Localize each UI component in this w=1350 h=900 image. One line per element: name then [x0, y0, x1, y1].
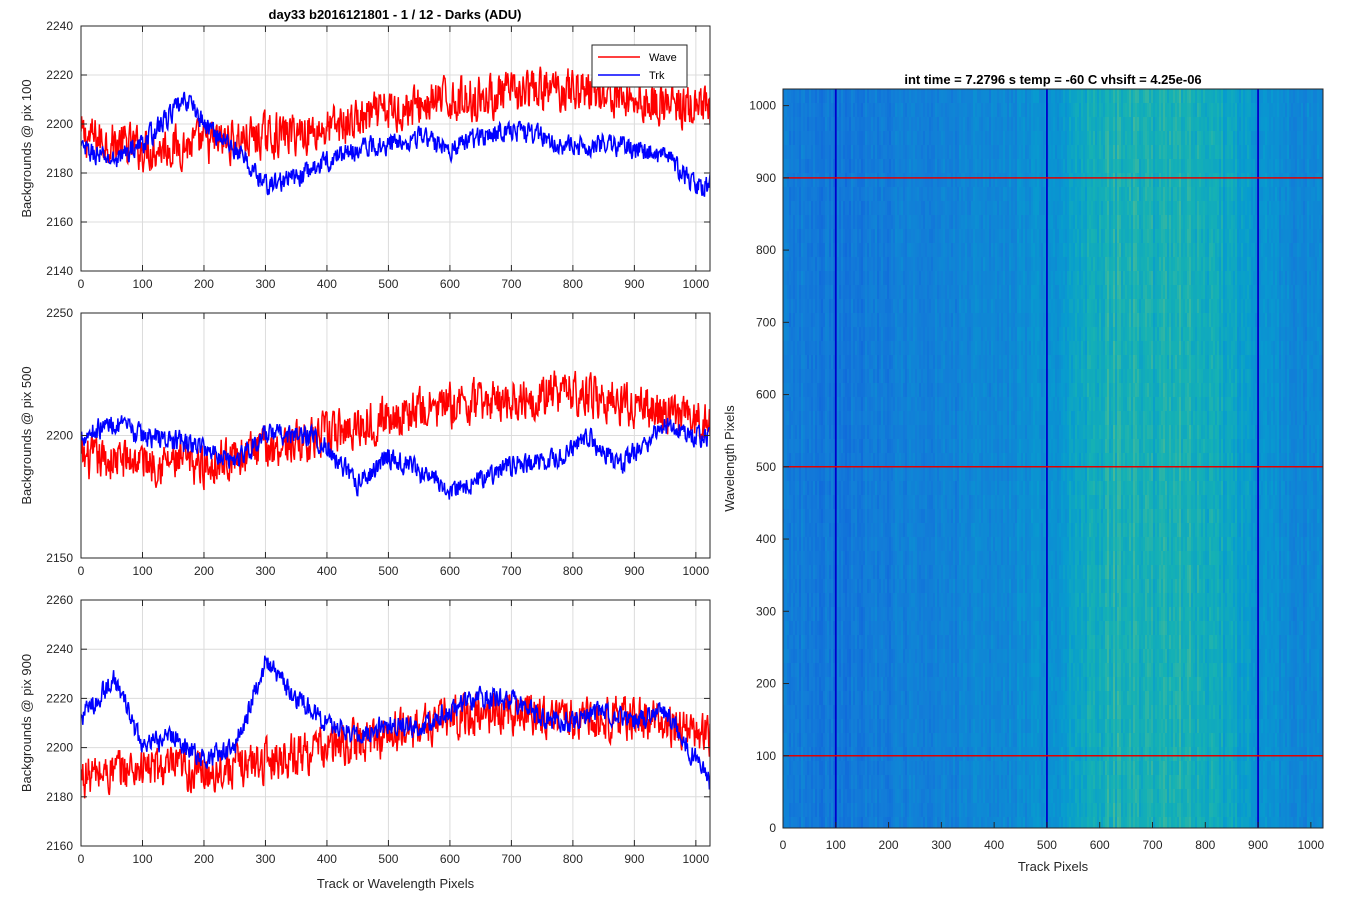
- line-plot-pix-500: 0 100 200 300 400 500 600 700 800 900 1000 2150 2200…: [19, 306, 711, 578]
- x-tick-label: 300: [255, 564, 275, 578]
- axes-frame: [80, 599, 711, 847]
- x-tick-label: 300: [255, 277, 275, 291]
- y-axis-label: Backgrounds @ pix 100: [19, 79, 34, 217]
- heatmap-plot: 0 100 200 300 400 500 600 700 800 900 1000 0 100 200 3…: [722, 72, 1325, 874]
- x-tick-label: 300: [255, 852, 275, 866]
- x-tick-label: 100: [132, 277, 152, 291]
- y-tick-label: 200: [756, 677, 776, 691]
- axes-frame: [80, 25, 711, 272]
- series-line-trk: [81, 415, 710, 500]
- x-tick-label: 500: [1037, 838, 1057, 852]
- y-axis-label: Backgrounds @ pix 500: [19, 366, 34, 504]
- y-tick-label: 1000: [749, 99, 776, 113]
- x-tick-label: 1000: [1298, 838, 1325, 852]
- y-tick-label: 2220: [46, 68, 73, 82]
- x-tick-label: 700: [1142, 838, 1162, 852]
- x-tick-label: 700: [501, 564, 521, 578]
- y-axis-label: Backgrounds @ pix 900: [19, 654, 34, 792]
- y-tick-label: 2250: [46, 306, 73, 320]
- x-tick-label: 900: [624, 852, 644, 866]
- x-tick-label: 400: [317, 277, 337, 291]
- x-tick-label: 0: [78, 852, 85, 866]
- x-tick-label: 600: [1090, 838, 1110, 852]
- x-tick-label: 800: [1195, 838, 1215, 852]
- y-tick-label: 700: [756, 315, 776, 329]
- heatmap-title: int time = 7.2796 s temp = -60 C vhsift …: [904, 72, 1201, 87]
- y-tick-label: 900: [756, 171, 776, 185]
- x-tick-label: 500: [378, 564, 398, 578]
- y-tick-label: 2160: [46, 215, 73, 229]
- axes-frame: [782, 88, 1324, 829]
- line-plot-pix-900: 0 100 200 300 400 500 600 700 800 900 1000 2160 2180…: [19, 593, 711, 891]
- x-tick-label: 200: [194, 852, 214, 866]
- y-tick-label: 2200: [46, 117, 73, 131]
- x-tick-label: 400: [317, 852, 337, 866]
- y-tick-label: 2180: [46, 166, 73, 180]
- x-tick-label: 400: [984, 838, 1004, 852]
- x-tick-label: 500: [378, 852, 398, 866]
- y-tick-label: 2160: [46, 839, 73, 853]
- x-tick-label: 700: [501, 277, 521, 291]
- x-tick-label: 400: [317, 564, 337, 578]
- y-tick-label: 100: [756, 749, 776, 763]
- x-tick-label: 900: [624, 564, 644, 578]
- x-tick-label: 500: [378, 277, 398, 291]
- x-tick-label: 200: [194, 564, 214, 578]
- x-tick-label: 900: [624, 277, 644, 291]
- x-tick-label: 1000: [683, 277, 710, 291]
- x-tick-label: 600: [440, 852, 460, 866]
- x-tick-label: 300: [931, 838, 951, 852]
- series-line-trk: [81, 91, 710, 197]
- figure-title: day33 b2016121801 - 1 / 12 - Darks (ADU): [269, 7, 522, 22]
- x-tick-label: 0: [78, 564, 85, 578]
- x-tick-label: 600: [440, 277, 460, 291]
- x-tick-label: 1000: [683, 564, 710, 578]
- heatmap-image: [783, 89, 1323, 828]
- x-tick-label: 600: [440, 564, 460, 578]
- x-tick-label: 1000: [683, 852, 710, 866]
- x-tick-label: 800: [563, 852, 583, 866]
- y-tick-label: 600: [756, 388, 776, 402]
- x-tick-label: 800: [563, 564, 583, 578]
- x-tick-label: 800: [563, 277, 583, 291]
- y-tick-label: 500: [756, 460, 776, 474]
- legend-label-wave: Wave: [649, 52, 677, 64]
- x-tick-label: 100: [132, 852, 152, 866]
- x-tick-label: 200: [879, 838, 899, 852]
- y-tick-label: 2260: [46, 593, 73, 607]
- y-axis-label: Wavelength Pixels: [722, 405, 737, 512]
- series-line-wave: [81, 370, 710, 491]
- series-line-trk: [81, 655, 710, 790]
- x-tick-label: 200: [194, 277, 214, 291]
- x-tick-label: 0: [78, 277, 85, 291]
- y-tick-label: 2220: [46, 691, 73, 705]
- legend: Wave Trk: [591, 44, 688, 88]
- y-tick-label: 2150: [46, 551, 73, 565]
- y-tick-label: 2200: [46, 429, 73, 443]
- x-tick-label: 900: [1248, 838, 1268, 852]
- y-tick-label: 2200: [46, 741, 73, 755]
- y-tick-label: 300: [756, 604, 776, 618]
- x-tick-label: 100: [826, 838, 846, 852]
- legend-label-trk: Trk: [649, 70, 665, 82]
- y-tick-label: 0: [769, 821, 776, 835]
- x-tick-label: 0: [780, 838, 787, 852]
- y-tick-label: 400: [756, 532, 776, 546]
- y-tick-label: 2240: [46, 642, 73, 656]
- x-tick-label: 100: [132, 564, 152, 578]
- x-axis-label: Track or Wavelength Pixels: [317, 876, 475, 891]
- y-tick-label: 2240: [46, 19, 73, 33]
- x-tick-label: 700: [501, 852, 521, 866]
- y-tick-label: 2180: [46, 790, 73, 804]
- y-tick-label: 800: [756, 243, 776, 257]
- x-axis-label: Track Pixels: [1018, 859, 1089, 874]
- series-line-wave: [81, 66, 710, 173]
- y-tick-label: 2140: [46, 264, 73, 278]
